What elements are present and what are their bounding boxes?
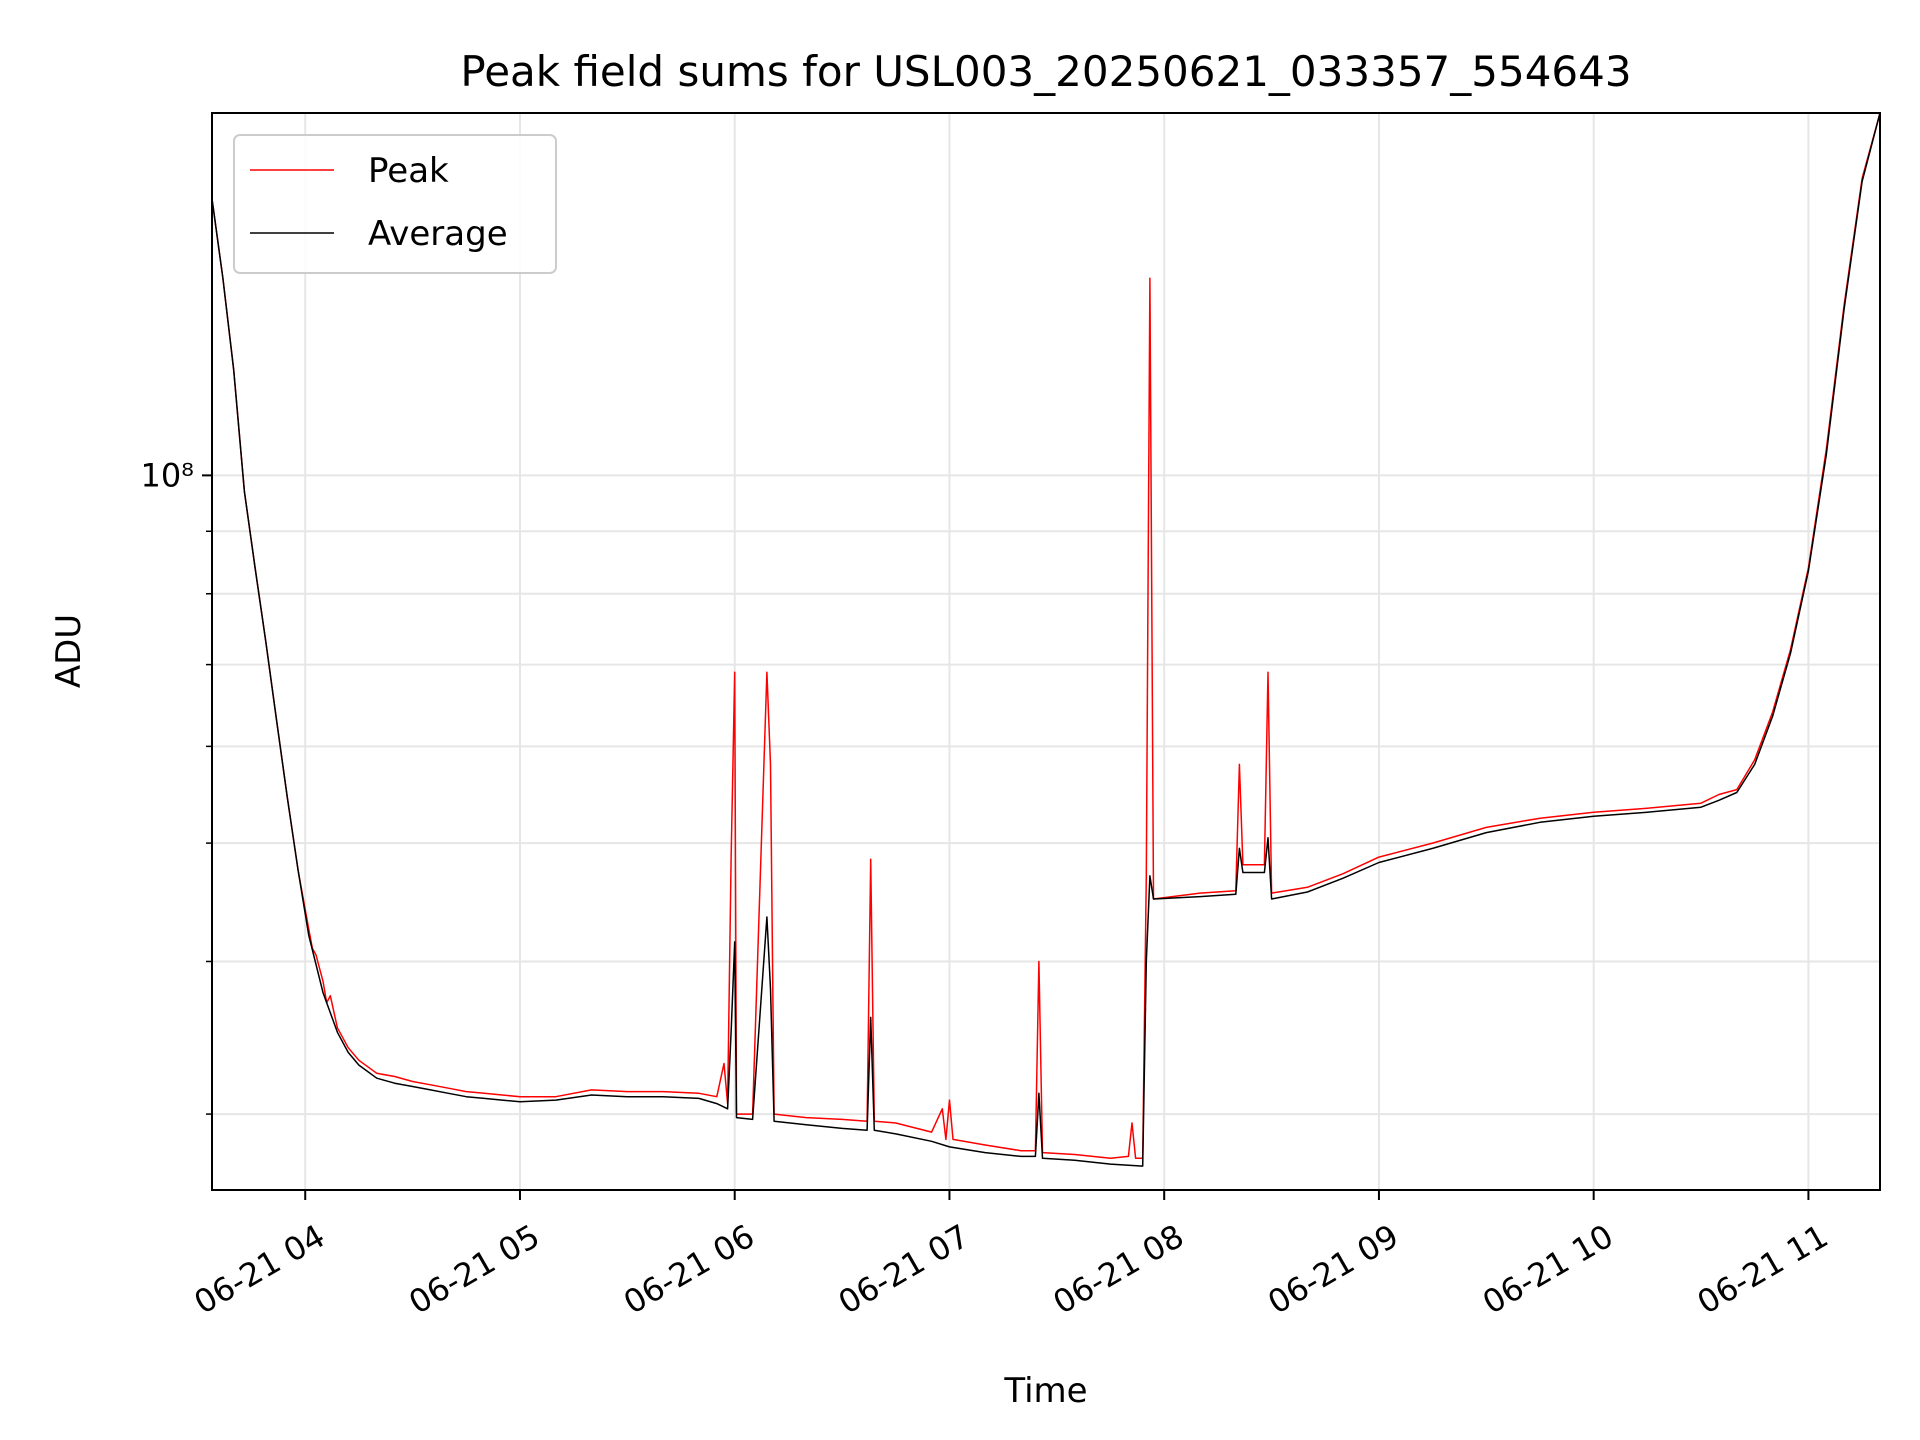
legend: Peak Average	[233, 134, 557, 274]
y-tick-label: 10⁸	[140, 456, 194, 494]
legend-label-peak: Peak	[368, 151, 449, 191]
grid-lines	[212, 113, 1880, 1190]
series-lines	[211, 112, 1881, 1167]
x-axis-title: Time	[1003, 1371, 1087, 1411]
plot-frame	[211, 112, 1881, 1191]
y-axis: 10⁸	[140, 456, 212, 1115]
y-axis-title: ADU	[49, 614, 89, 688]
series-line-average	[211, 112, 1881, 1167]
legend-label-average: Average	[368, 214, 508, 254]
chart-title: Peak field sums for USL003_20250621_0333…	[460, 47, 1631, 96]
